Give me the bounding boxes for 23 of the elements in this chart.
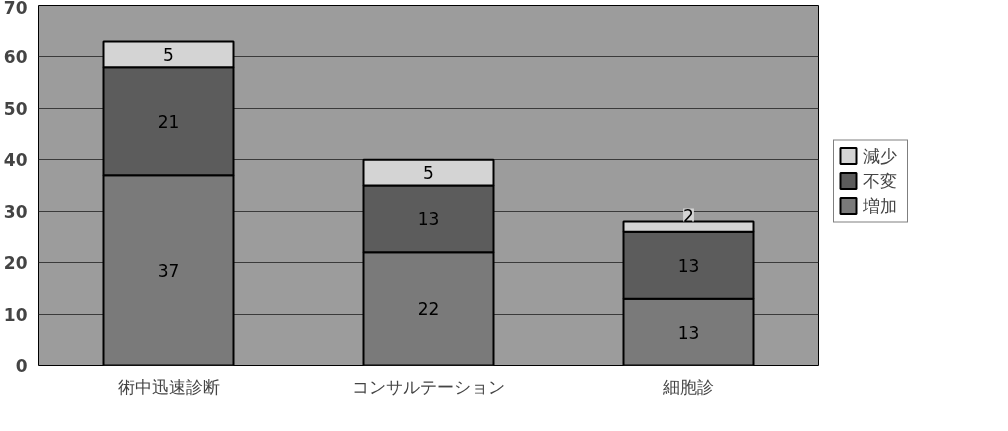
data-label: 5 (423, 163, 434, 184)
data-label: 13 (417, 209, 440, 230)
y-tick-label: 0 (15, 356, 28, 376)
y-tick-label: 40 (3, 150, 28, 171)
legend-label: 不変 (863, 169, 898, 192)
data-label: 2 (683, 205, 694, 226)
data-label: 5 (163, 44, 174, 65)
x-tick-label: コンサルテーション (352, 376, 505, 397)
legend-label: 減少 (863, 144, 898, 167)
y-tick-label: 30 (3, 201, 28, 222)
y-tick-label: 10 (3, 304, 28, 325)
y-tick-label: 20 (3, 253, 28, 274)
data-label: 13 (677, 322, 700, 343)
y-tick-label: 50 (3, 98, 28, 119)
y-tick-label: 60 (3, 47, 28, 68)
data-label: 22 (417, 299, 440, 320)
data-label: 21 (157, 111, 180, 132)
x-tick-label: 術中迅速診断 (117, 376, 220, 397)
y-tick-label: 70 (3, 0, 28, 18)
data-label: 37 (157, 260, 180, 281)
legend-label: 増加 (863, 194, 898, 217)
data-label: 13 (677, 255, 700, 276)
x-tick-label: 細胞診 (662, 376, 714, 397)
